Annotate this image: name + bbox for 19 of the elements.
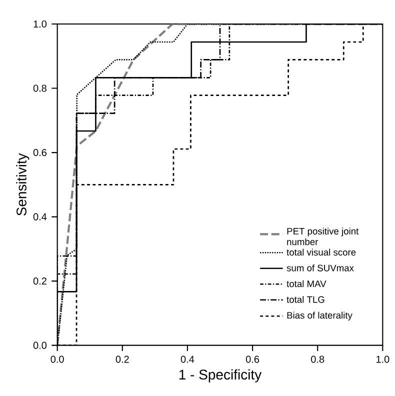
y-tick-label: 0.6 bbox=[34, 148, 47, 156]
legend-label: total visual score bbox=[286, 248, 356, 256]
x-tick-label: 0.8 bbox=[311, 356, 324, 363]
x-tick-label: 0.4 bbox=[181, 356, 194, 363]
y-tick-label: 0.2 bbox=[34, 278, 47, 285]
legend-label: Bias of laterality bbox=[288, 312, 353, 320]
x-tick-label: 0.6 bbox=[246, 356, 260, 363]
y-tick-label: 0.0 bbox=[34, 342, 47, 349]
y-tick-label: 0.4 bbox=[34, 213, 47, 220]
y-tick-label: 1.0 bbox=[34, 20, 47, 28]
y-axis-title: Sensitivity bbox=[16, 153, 30, 216]
legend-label: total MAV bbox=[286, 280, 326, 288]
legend-label: total TLG bbox=[286, 296, 324, 303]
x-tick-label: 0.0 bbox=[50, 356, 64, 363]
legend-label: sum of SUVmax bbox=[286, 264, 354, 272]
x-tick-label: 1.0 bbox=[376, 356, 390, 363]
x-tick-label: 0.2 bbox=[116, 356, 130, 363]
y-tick-label: 0.8 bbox=[34, 84, 47, 92]
x-axis-title: 1 - Specificity bbox=[180, 369, 262, 382]
